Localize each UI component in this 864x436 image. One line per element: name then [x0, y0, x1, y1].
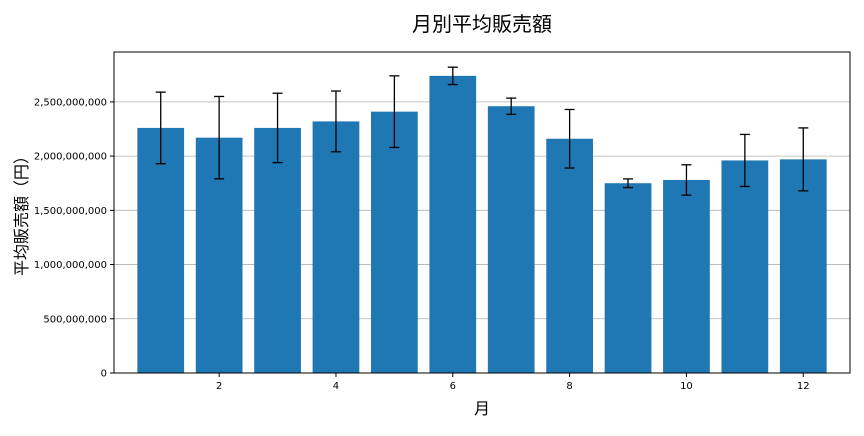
error-bars — [155, 66, 809, 196]
bars — [137, 75, 827, 374]
bar — [487, 106, 535, 374]
x-tick-label: 4 — [333, 381, 339, 392]
y-ticks: 0 500,000,000 1,000,000,000 1,500,000,000 2,… — [34, 97, 114, 380]
bar — [546, 138, 593, 373]
plot-frame — [113, 51, 851, 374]
y-tick-label: 2,000,000,000 — [34, 152, 107, 163]
x-tick-label: 8 — [566, 381, 572, 392]
x-tick-label: 12 — [797, 381, 810, 392]
bar — [721, 160, 769, 373]
y-tick-label: 1,500,000,000 — [34, 206, 107, 217]
y-tick-label: 2,500,000,000 — [34, 97, 107, 108]
y-tick-label: 0 — [101, 369, 107, 380]
x-ticks: 2 4 6 8 10 12 — [216, 373, 810, 392]
chart-title: 月別平均販売額 — [412, 12, 552, 36]
y-axis-label: 平均販売額（円） — [12, 148, 31, 276]
bar — [137, 127, 185, 373]
bar — [312, 121, 360, 374]
y-tick-label: 500,000,000 — [43, 314, 107, 325]
bar — [371, 111, 418, 374]
x-axis-label: 月 — [474, 399, 490, 418]
bar — [779, 159, 827, 373]
bar — [604, 183, 652, 373]
x-tick-label: 2 — [216, 381, 222, 392]
bar — [663, 179, 710, 373]
x-tick-label: 10 — [680, 381, 693, 392]
bar — [429, 75, 477, 374]
y-tick-label: 1,000,000,000 — [34, 260, 107, 271]
bar — [254, 127, 301, 373]
x-tick-label: 6 — [450, 381, 456, 392]
